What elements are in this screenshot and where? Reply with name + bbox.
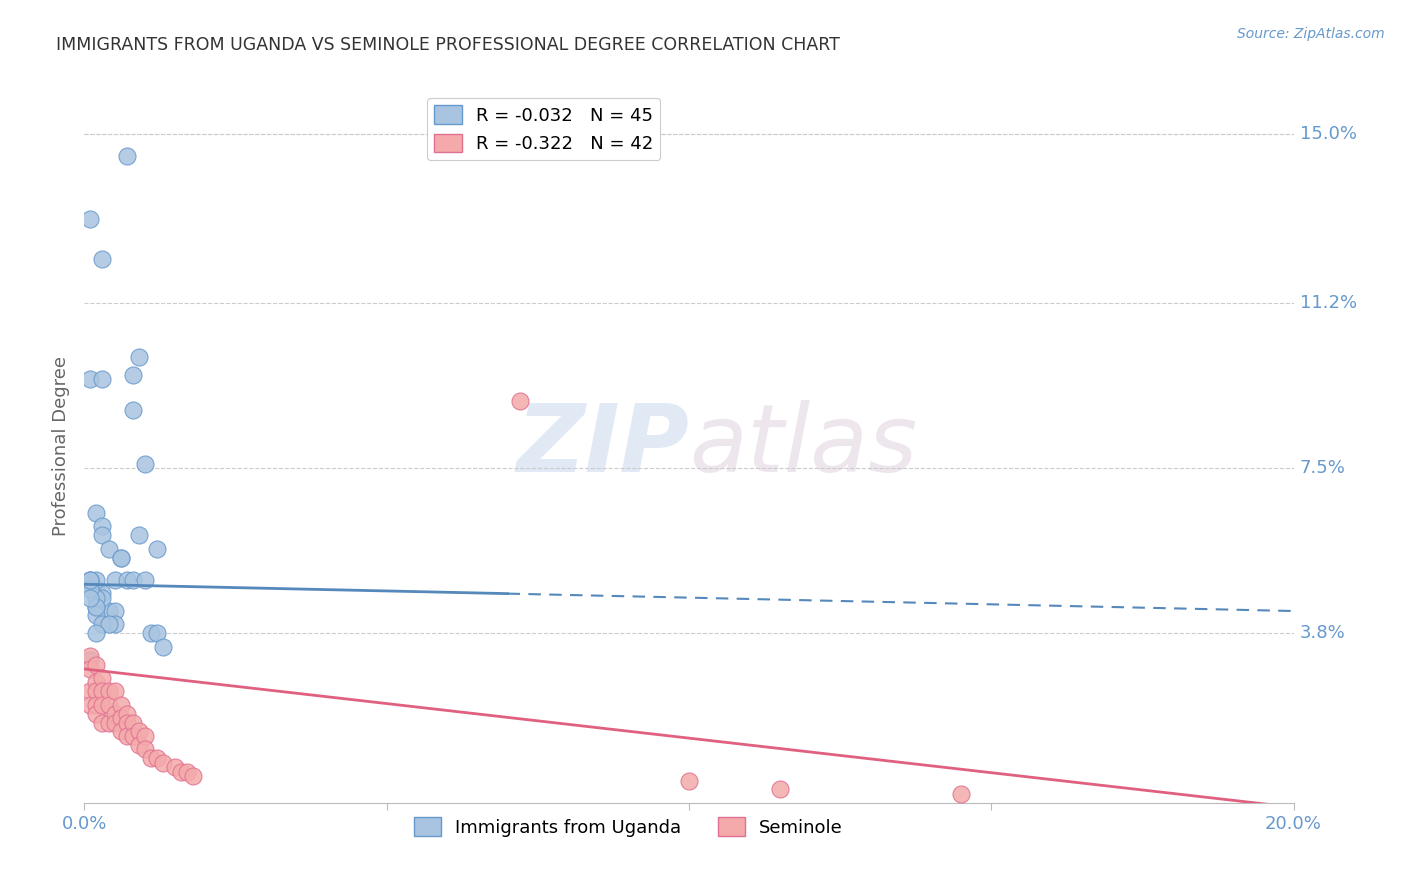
Point bbox=[86, 706, 108, 721]
Text: 15.0%: 15.0% bbox=[1299, 125, 1357, 143]
Point bbox=[97, 715, 120, 730]
Text: ZIP: ZIP bbox=[516, 400, 689, 492]
Point bbox=[86, 684, 108, 698]
Point bbox=[91, 617, 114, 632]
Point bbox=[86, 698, 108, 712]
Point bbox=[79, 211, 101, 226]
Text: 11.2%: 11.2% bbox=[1299, 294, 1357, 312]
Point bbox=[86, 599, 108, 614]
Point bbox=[139, 626, 162, 640]
Text: IMMIGRANTS FROM UGANDA VS SEMINOLE PROFESSIONAL DEGREE CORRELATION CHART: IMMIGRANTS FROM UGANDA VS SEMINOLE PROFE… bbox=[56, 36, 841, 54]
Point bbox=[79, 653, 101, 667]
Point bbox=[79, 662, 101, 676]
Point bbox=[86, 626, 108, 640]
Point bbox=[950, 787, 973, 801]
Point bbox=[769, 782, 792, 797]
Point bbox=[115, 706, 138, 721]
Point bbox=[146, 541, 169, 556]
Point bbox=[97, 604, 120, 618]
Point bbox=[86, 608, 108, 623]
Point bbox=[115, 573, 138, 587]
Point bbox=[139, 751, 162, 765]
Point bbox=[91, 252, 114, 266]
Point bbox=[97, 617, 120, 632]
Point bbox=[134, 742, 156, 756]
Text: 3.8%: 3.8% bbox=[1299, 624, 1346, 642]
Point bbox=[79, 582, 101, 596]
Point bbox=[104, 684, 127, 698]
Point bbox=[152, 640, 174, 654]
Point bbox=[97, 541, 120, 556]
Point bbox=[97, 684, 120, 698]
Point bbox=[115, 149, 138, 163]
Point bbox=[91, 519, 114, 533]
Point bbox=[128, 738, 150, 752]
Point bbox=[91, 372, 114, 386]
Point bbox=[79, 648, 101, 663]
Text: atlas: atlas bbox=[689, 401, 917, 491]
Point bbox=[121, 368, 143, 382]
Point bbox=[91, 528, 114, 542]
Point bbox=[104, 617, 127, 632]
Point bbox=[79, 573, 101, 587]
Point bbox=[134, 573, 156, 587]
Point bbox=[115, 729, 138, 743]
Point bbox=[91, 698, 114, 712]
Point bbox=[146, 751, 169, 765]
Point bbox=[128, 528, 150, 542]
Point bbox=[86, 506, 108, 520]
Point bbox=[170, 764, 193, 779]
Point bbox=[121, 573, 143, 587]
Point bbox=[121, 403, 143, 417]
Point bbox=[121, 715, 143, 730]
Point bbox=[86, 657, 108, 672]
Point bbox=[79, 591, 101, 605]
Point bbox=[86, 591, 108, 605]
Point bbox=[104, 573, 127, 587]
Point bbox=[181, 769, 204, 783]
Point bbox=[128, 350, 150, 364]
Point bbox=[134, 729, 156, 743]
Point bbox=[110, 550, 132, 565]
Point bbox=[91, 671, 114, 685]
Point bbox=[97, 698, 120, 712]
Point bbox=[91, 684, 114, 698]
Point bbox=[134, 457, 156, 471]
Point bbox=[86, 599, 108, 614]
Point bbox=[509, 394, 531, 409]
Point bbox=[79, 573, 101, 587]
Point bbox=[110, 550, 132, 565]
Point bbox=[104, 715, 127, 730]
Point bbox=[176, 764, 198, 779]
Point bbox=[152, 756, 174, 770]
Point bbox=[79, 698, 101, 712]
Point bbox=[86, 573, 108, 587]
Point bbox=[91, 586, 114, 600]
Y-axis label: Professional Degree: Professional Degree bbox=[52, 356, 70, 536]
Point bbox=[104, 706, 127, 721]
Point bbox=[86, 675, 108, 690]
Point bbox=[115, 715, 138, 730]
Text: 7.5%: 7.5% bbox=[1299, 459, 1346, 477]
Point bbox=[146, 626, 169, 640]
Point bbox=[678, 773, 700, 788]
Point bbox=[110, 711, 132, 725]
Point bbox=[165, 760, 187, 774]
Point bbox=[86, 582, 108, 596]
Point bbox=[110, 698, 132, 712]
Point bbox=[79, 372, 101, 386]
Point bbox=[121, 729, 143, 743]
Point bbox=[128, 724, 150, 739]
Legend: Immigrants from Uganda, Seminole: Immigrants from Uganda, Seminole bbox=[406, 810, 851, 844]
Point bbox=[91, 591, 114, 605]
Point bbox=[91, 715, 114, 730]
Point bbox=[79, 582, 101, 596]
Text: Source: ZipAtlas.com: Source: ZipAtlas.com bbox=[1237, 27, 1385, 41]
Point bbox=[110, 724, 132, 739]
Point bbox=[79, 684, 101, 698]
Point bbox=[79, 573, 101, 587]
Point bbox=[104, 604, 127, 618]
